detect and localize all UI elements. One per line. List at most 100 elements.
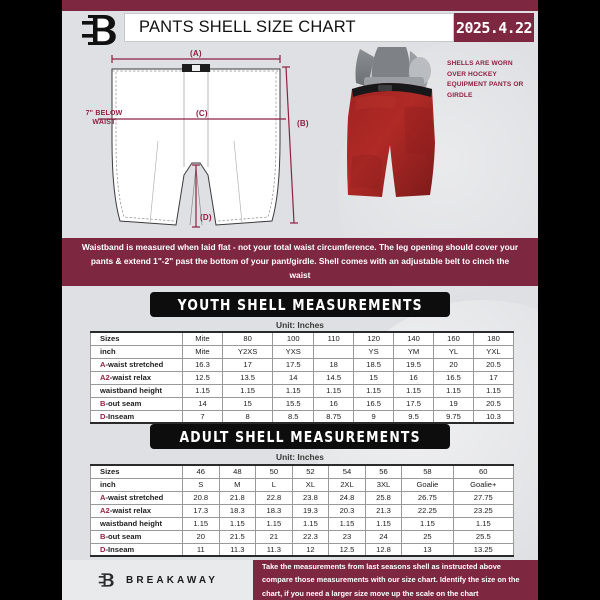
- table-cell: 10.3: [472, 409, 515, 424]
- table-cell: 27.75: [452, 490, 515, 505]
- footer-note: Take the measurements from last seasons …: [253, 560, 538, 600]
- table-cell: 25.5: [452, 529, 515, 544]
- table-cell: 21: [255, 529, 293, 544]
- table-cell: YXS: [272, 344, 315, 359]
- table-cell: 16.5: [353, 396, 395, 411]
- row-label: waistband height: [90, 516, 183, 531]
- table-cell: 54: [328, 464, 366, 479]
- row-label: A2-waist relax: [90, 503, 183, 518]
- table-cell: 7: [182, 409, 223, 424]
- table-cell: 24.8: [328, 490, 366, 505]
- table-cell: 17: [472, 370, 515, 385]
- breakaway-b-logo-icon: [98, 573, 114, 587]
- table-cell: 22.25: [401, 503, 454, 518]
- footer-note-text: Take the measurements from last seasons …: [262, 562, 520, 598]
- row-label: D-Inseam: [90, 409, 183, 424]
- row-label: Sizes: [90, 331, 183, 346]
- table-cell: 17.3: [182, 503, 220, 518]
- row-label-text: waistband height: [100, 519, 163, 528]
- row-label-text: -waist stretched: [105, 493, 164, 502]
- table-cell: 1.15: [182, 516, 220, 531]
- table-cell: M: [218, 477, 257, 492]
- table-cell: 1.15: [353, 383, 395, 398]
- table-cell: 9.75: [433, 409, 474, 424]
- row-label-text: -out seam: [105, 532, 142, 541]
- table-cell: 12.5: [182, 370, 223, 385]
- table-cell: 14: [272, 370, 315, 385]
- table-cell: 120: [353, 331, 395, 346]
- table-row: waistband height 1.15 1.15 1.15 1.15 1.15 1.15…: [90, 383, 515, 398]
- row-measure-tag: A2: [100, 506, 110, 515]
- table-cell: 2XL: [328, 477, 366, 492]
- row-label-text: -waist relax: [109, 373, 152, 382]
- table-cell: 15: [353, 370, 395, 385]
- row-measure-tag: A2: [100, 373, 110, 382]
- table-cell: 12: [291, 542, 330, 557]
- table-cell: 11.3: [218, 542, 257, 557]
- row-label-text: -waist stretched: [105, 360, 164, 369]
- table-cell: 1.15: [452, 516, 515, 531]
- row-label-text: Sizes: [100, 334, 120, 344]
- row-label-text: -waist relax: [109, 506, 152, 515]
- row-label: waistband height: [90, 383, 183, 398]
- table-cell: 23.8: [291, 490, 330, 505]
- table-cell: 60: [452, 464, 515, 479]
- table-cell: 18.3: [255, 503, 293, 518]
- instruction-band-text: Waistband is measured when laid flat - n…: [81, 242, 519, 280]
- table-row: waistband height 1.15 1.15 1.15 1.15 1.15 1.15…: [90, 516, 515, 531]
- table-row: A2-waist relax 17.3 18.3 18.3 19.3 20.3 21.3 22…: [90, 503, 515, 518]
- table-cell: 20.5: [472, 396, 515, 411]
- table-row: Sizes Mite 80 100 110 120 140 160 180: [90, 331, 515, 346]
- table-row: D-Inseam 11 11.3 11.3 12 12.5 12.8 13 13.25: [90, 542, 515, 557]
- table-cell: 12.5: [328, 542, 366, 557]
- table-cell: YM: [393, 344, 435, 359]
- youth-section-title: YOUTH SHELL MEASUREMENTS: [150, 292, 450, 317]
- row-label: inch: [90, 477, 183, 492]
- table-cell: 16.5: [433, 370, 474, 385]
- table-cell: 100: [272, 331, 315, 346]
- table-cell: 1.15: [472, 383, 515, 398]
- table-cell: 1.15: [272, 383, 315, 398]
- measure-label-c: (C): [196, 109, 208, 118]
- table-cell: Goalie+: [452, 477, 515, 492]
- top-accent-strip: [62, 0, 538, 11]
- table-cell: 1.15: [291, 516, 330, 531]
- table-cell: 1.15: [218, 516, 257, 531]
- revision-date-text: 2025.4.22: [456, 18, 532, 37]
- table-row: A2-waist relax 12.5 13.5 14 14.5 15 16 16.5 17: [90, 370, 515, 385]
- youth-unit-label: Unit: Inches: [276, 320, 324, 330]
- table-cell: 25: [401, 529, 454, 544]
- table-cell: 52: [291, 464, 330, 479]
- table-cell: 1.15: [401, 516, 454, 531]
- row-label: inch: [90, 344, 183, 359]
- row-label-text: inch: [100, 347, 116, 356]
- table-row: inch Mite Y2XS YXS YS YM YL YXL: [90, 344, 515, 359]
- youth-size-table: Sizes Mite 80 100 110 120 140 160 180 inch Mite Y2X…: [90, 331, 515, 424]
- table-cell: 180: [472, 331, 515, 346]
- table-cell: S: [182, 477, 220, 492]
- youth-section-title-text: YOUTH SHELL MEASUREMENTS: [177, 295, 423, 314]
- table-cell: 18.3: [218, 503, 257, 518]
- table-cell: YL: [433, 344, 474, 359]
- table-cell: 21.5: [218, 529, 257, 544]
- table-cell: 23.25: [452, 503, 515, 518]
- table-cell: 20: [182, 529, 220, 544]
- table-cell: 1.15: [255, 516, 293, 531]
- row-label-text: -out seam: [105, 399, 142, 408]
- table-row: A-waist stretched 16.3 17 17.5 18 18.5 19.5 20 2…: [90, 357, 515, 372]
- table-cell: 58: [401, 464, 454, 479]
- table-cell: 19: [433, 396, 474, 411]
- footer-brand-name: BREAKAWAY: [126, 574, 218, 586]
- table-cell: 18.5: [353, 357, 395, 372]
- table-cell: 24: [364, 529, 403, 544]
- table-row: D-Inseam 7 8 8.5 8.75 9 9.5 9.75 10.3: [90, 409, 515, 424]
- table-cell: 20.5: [472, 357, 515, 372]
- table-cell: Goalie: [401, 477, 454, 492]
- table-cell: 48: [218, 464, 257, 479]
- table-cell: 20.3: [328, 503, 366, 518]
- row-label-text: -Inseam: [105, 544, 135, 554]
- adult-section-title: ADULT SHELL MEASUREMENTS: [150, 424, 450, 449]
- table-row: inch S M L XL 2XL 3XL Goalie Goalie+: [90, 477, 515, 492]
- table-cell: 1.15: [182, 383, 223, 398]
- hockey-pant-shell-photo: [347, 47, 435, 197]
